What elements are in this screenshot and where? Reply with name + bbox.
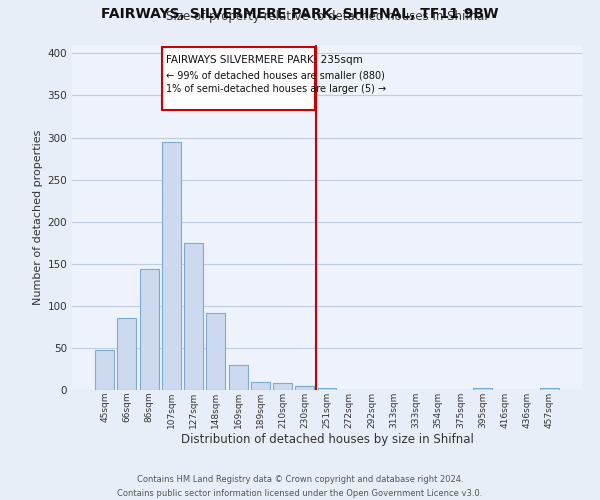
- Bar: [95, 350, 114, 390]
- Bar: [206, 314, 225, 390]
- Bar: [317, 388, 337, 390]
- Text: Contains HM Land Registry data © Crown copyright and database right 2024.
Contai: Contains HM Land Registry data © Crown c…: [118, 476, 482, 498]
- Text: FAIRWAYS, SILVERMERE PARK, SHIFNAL, TF11 9BW: FAIRWAYS, SILVERMERE PARK, SHIFNAL, TF11…: [101, 8, 499, 22]
- Bar: [229, 365, 248, 390]
- Bar: [295, 386, 314, 390]
- Y-axis label: Number of detached properties: Number of detached properties: [33, 130, 43, 305]
- Bar: [540, 388, 559, 390]
- Text: 1% of semi-detached houses are larger (5) →: 1% of semi-detached houses are larger (5…: [166, 84, 386, 94]
- Bar: [273, 384, 292, 390]
- Bar: [184, 242, 203, 390]
- Bar: [251, 382, 270, 390]
- Text: ← 99% of detached houses are smaller (880): ← 99% of detached houses are smaller (88…: [166, 70, 385, 80]
- Bar: [118, 318, 136, 390]
- Bar: [163, 46, 316, 110]
- Text: FAIRWAYS SILVERMERE PARK: 235sqm: FAIRWAYS SILVERMERE PARK: 235sqm: [166, 55, 363, 65]
- Bar: [473, 388, 492, 390]
- Bar: [140, 269, 158, 390]
- Bar: [162, 142, 181, 390]
- X-axis label: Distribution of detached houses by size in Shifnal: Distribution of detached houses by size …: [181, 434, 473, 446]
- Title: Size of property relative to detached houses in Shifnal: Size of property relative to detached ho…: [166, 10, 488, 23]
